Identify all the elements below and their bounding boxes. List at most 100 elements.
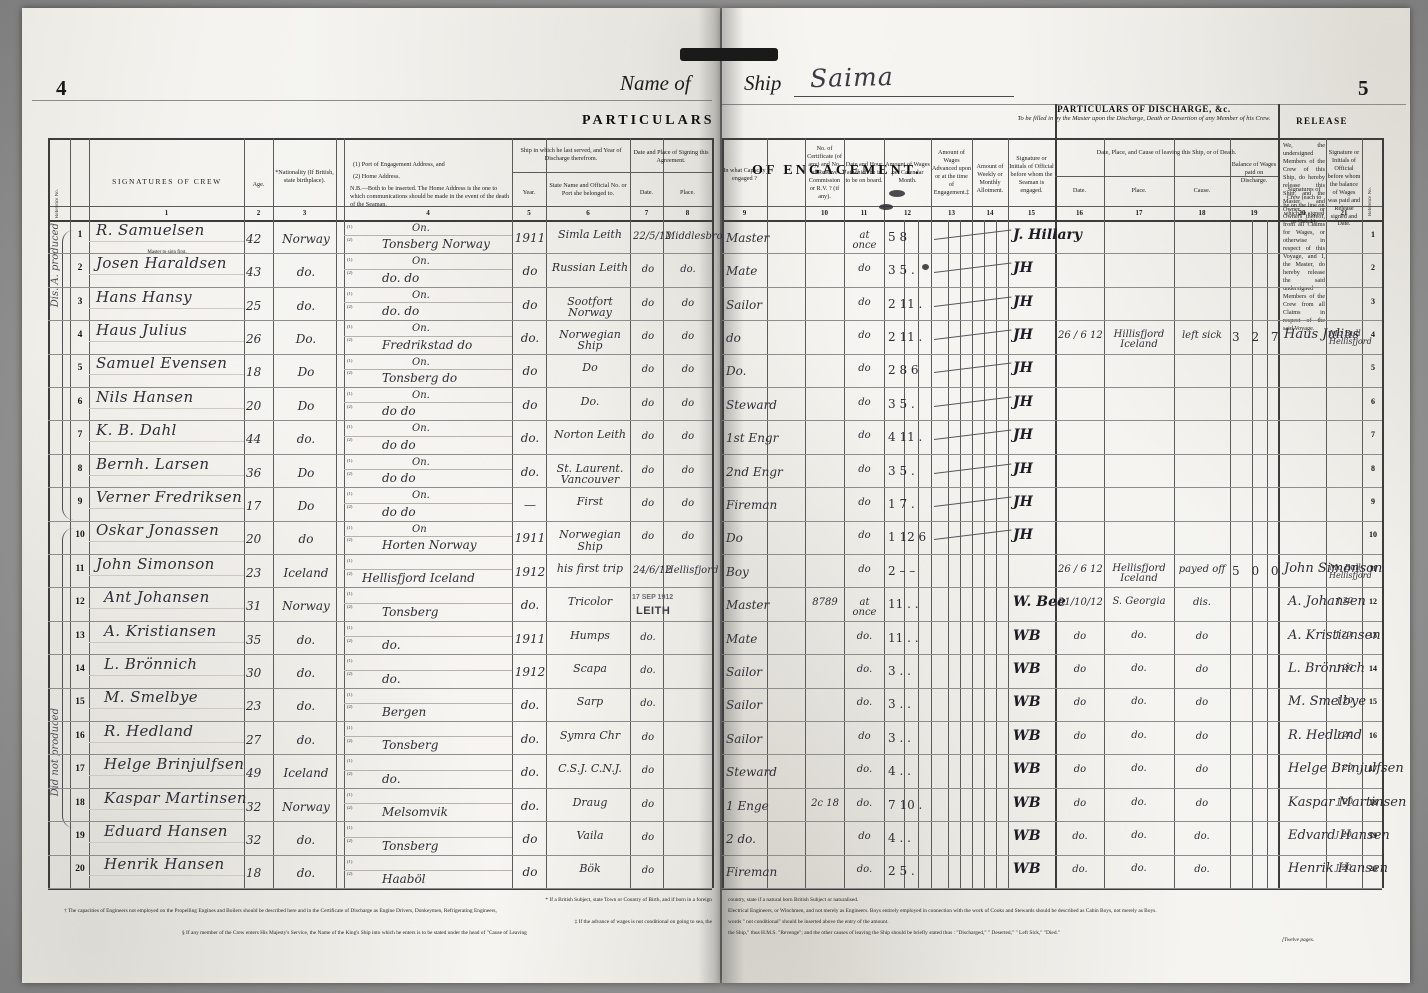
address-subline: [344, 469, 512, 471]
crew-signing-place-9: do: [681, 497, 695, 509]
crew-nationality-1: Norway: [282, 231, 330, 246]
age-col-header: Age.: [252, 181, 265, 188]
crew-signing-place-11: Hellisfjord: [665, 564, 719, 576]
address-marker-1-16: (1): [347, 725, 353, 730]
discharge-title: PARTICULARS OF DISCHARGE, &c.: [1057, 104, 1231, 114]
year-col-header: Year.: [522, 189, 536, 196]
row-number-left-20: 20: [75, 864, 85, 875]
crew-datehour-16: do: [858, 730, 871, 742]
vline-dplace: [1174, 138, 1175, 888]
wages-col-header: Amount of Wages per Calendar Month.: [885, 161, 930, 184]
crew-datehour-6: do: [858, 396, 871, 408]
colnum-5: 5: [527, 209, 531, 217]
signature-baseline: [89, 441, 244, 443]
crew-officer-signature-5: JH: [1013, 360, 1033, 377]
row-divider-left: [48, 721, 712, 722]
colnum-9: 9: [742, 209, 747, 217]
address-subline: [344, 502, 512, 504]
crew-addr-port-2: On.: [412, 256, 430, 268]
address-marker-1-3: (1): [347, 290, 353, 296]
vline-cert: [805, 138, 806, 888]
crew-release-official-11: Mc Bull Hellisfjord: [1329, 562, 1372, 580]
crew-age-18: 32: [246, 799, 262, 814]
address-subline: [344, 368, 512, 370]
footnote-left-1: * If a British Subject, state Town or Co…: [545, 897, 712, 903]
crew-datehour-4: do: [858, 329, 871, 341]
vline-date: [630, 138, 631, 888]
crew-shiplast-12: Tricolor: [567, 595, 613, 609]
row-divider-left: [48, 520, 712, 522]
ledger-page-left: 4 Name of PARTICULARS: [22, 8, 723, 983]
crew-wages-18: 7 10 .: [888, 797, 923, 812]
address-marker-2-1: (2): [347, 236, 353, 242]
crew-shiplast-13: Humps: [570, 628, 610, 642]
crew-signature-3: Hans Hansy: [96, 287, 193, 306]
crew-nationality-12: Norway: [282, 599, 330, 614]
colnum-16: 16: [1076, 209, 1083, 217]
crew-addr-home-14: do.: [382, 671, 401, 686]
address-subline: [344, 869, 512, 871]
crew-nationality-11: Iceland: [283, 565, 329, 580]
crew-officer-signature-4: JH: [1013, 326, 1033, 343]
address-marker-2-9: (2): [347, 503, 353, 509]
row-divider-left: [48, 387, 712, 388]
crew-signing-date-14: do.: [640, 664, 656, 676]
crew-addr-home-5: Tonsberg do: [382, 370, 458, 385]
row-divider-left: [48, 821, 712, 823]
vline-capacity: [767, 138, 768, 888]
crew-datehour-2: do: [858, 263, 871, 275]
address-marker-1-6: (1): [347, 391, 353, 396]
crew-datehour-13: do.: [856, 630, 873, 642]
crew-capacity-19: 2 do.: [726, 831, 756, 846]
crew-signing-date-10: do: [641, 531, 655, 543]
address-marker-1-17: (1): [347, 758, 353, 764]
row-number-left-2: 2: [77, 263, 83, 274]
crew-datehour-11: do: [858, 563, 871, 575]
footnote-right-2: Electrical Engineers, or Winchmen, and n…: [728, 908, 1157, 914]
capacity-col-header: In what Capacity engaged ?: [723, 167, 766, 182]
address-marker-2-8: (2): [347, 470, 353, 476]
crew-nationality-14: do.: [296, 665, 316, 680]
crew-age-3: 25: [246, 298, 262, 313]
colnum-8: 8: [685, 209, 690, 217]
crew-datehour-7: do: [858, 430, 871, 442]
crew-discharge-date-12: 31/10/12: [1058, 597, 1103, 609]
crew-signing-date-8: do: [641, 464, 655, 476]
crew-capacity-7: 1st Engr: [726, 431, 779, 446]
colnum-12: 12: [904, 209, 911, 217]
crew-shiplast-2: Russian Leith: [551, 261, 629, 275]
crew-shiplast-20: Bök: [579, 862, 601, 876]
address-subline: [344, 335, 512, 337]
signature-baseline: [89, 541, 244, 543]
crew-signing-place-6: do: [681, 397, 695, 409]
vline-discharge-start: [1055, 104, 1057, 888]
address-marker-2-3: (2): [347, 303, 353, 309]
certificate-col-header: No. of Certificate (of any) and No. of R…: [807, 145, 842, 200]
crew-signing-date-7: do: [641, 431, 655, 443]
crew-year-10: 1911: [514, 531, 546, 546]
date-place-signing-header: Date and Place of Signing this Agreement…: [633, 149, 709, 164]
address-subline: [344, 702, 512, 704]
crew-discharge-place-19: do.: [1131, 829, 1147, 841]
crew-age-11: 23: [246, 565, 262, 580]
row-number-right-15: 15: [1369, 697, 1377, 707]
row-divider-right: [722, 353, 1382, 355]
row-number-right-1: 1: [1371, 229, 1375, 239]
crew-balance-11: 5 0 0: [1232, 563, 1283, 578]
crew-signing-date-17: do: [641, 765, 655, 777]
folio-right: 5: [1358, 76, 1369, 100]
crew-officer-signature-1: J. Hillary: [1013, 226, 1083, 243]
row-divider-right: [722, 554, 1382, 555]
row-number-right-11: 11: [1369, 563, 1377, 573]
row-number-left-7: 7: [77, 430, 83, 441]
crew-addr-home-8: do do: [382, 471, 416, 486]
row-number-right-18: 18: [1369, 797, 1377, 807]
colnum-10: 10: [821, 209, 828, 217]
crew-officer-signature-15: WB: [1013, 694, 1041, 711]
crew-shiplast-19: Vaila: [576, 828, 604, 842]
crew-year-9: —: [524, 497, 536, 512]
crew-certificate-12: 8789: [812, 597, 838, 609]
crew-wages-10: 1 12 6: [888, 530, 927, 545]
crew-age-14: 30: [246, 665, 262, 680]
crew-year-18: do.: [520, 798, 540, 813]
